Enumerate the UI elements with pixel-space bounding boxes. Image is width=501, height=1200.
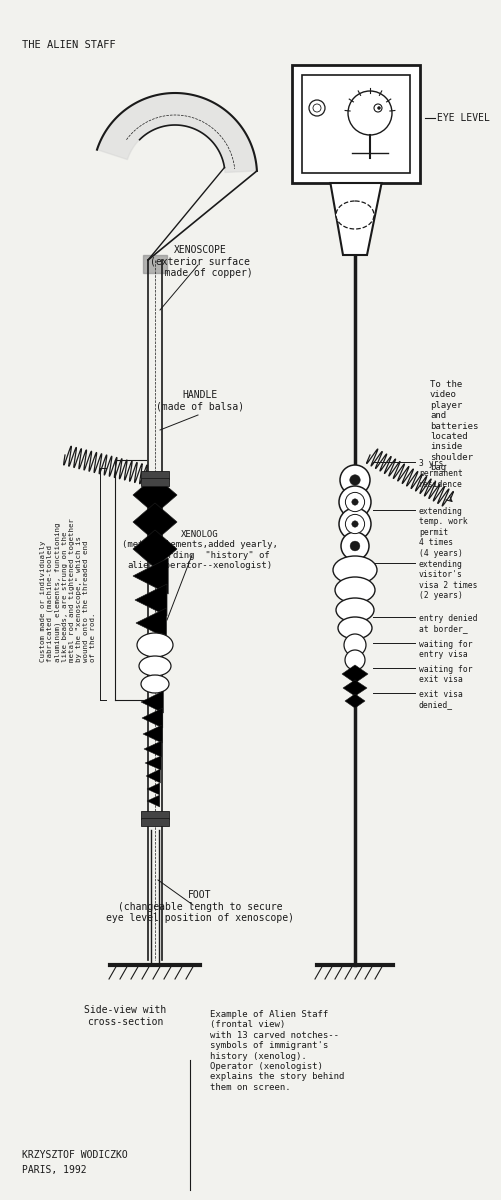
Circle shape (352, 521, 358, 527)
Text: waiting for
exit visa: waiting for exit visa (419, 665, 472, 684)
Polygon shape (133, 558, 168, 594)
Text: extending
visitor's
visa 2 times
(2 years): extending visitor's visa 2 times (2 year… (419, 560, 477, 600)
Circle shape (350, 541, 360, 551)
Polygon shape (143, 725, 162, 743)
Text: EYE LEVEL: EYE LEVEL (437, 113, 490, 122)
Circle shape (345, 650, 365, 670)
Text: PARIS, 1992: PARIS, 1992 (22, 1165, 87, 1175)
Bar (292, 65, 420, 182)
Ellipse shape (335, 577, 375, 602)
Circle shape (339, 486, 371, 518)
Polygon shape (147, 782, 160, 794)
Bar (141, 818, 169, 826)
Ellipse shape (141, 674, 169, 692)
Text: entry denied
at border_: entry denied at border_ (419, 614, 477, 634)
Ellipse shape (336, 598, 374, 622)
Ellipse shape (139, 656, 171, 676)
Text: To the
video
player
and
batteries
located
inside
shoulder
bag: To the video player and batteries locate… (430, 380, 478, 472)
Polygon shape (133, 503, 177, 541)
Polygon shape (146, 769, 160, 782)
Circle shape (352, 499, 358, 505)
Text: FOOT
(changeable length to secure
eye level position of xenoscope): FOOT (changeable length to secure eye le… (106, 890, 294, 923)
Polygon shape (136, 608, 166, 638)
Text: waiting for
entry visa: waiting for entry visa (419, 640, 472, 659)
Ellipse shape (338, 617, 372, 638)
Circle shape (350, 475, 360, 485)
Text: HANDLE
(made of balsa): HANDLE (made of balsa) (156, 390, 244, 412)
Circle shape (340, 464, 370, 494)
Circle shape (339, 508, 371, 540)
Bar (302, 74, 410, 173)
Text: XENOSCOPE
(exterior surface
   made of copper): XENOSCOPE (exterior surface made of copp… (147, 245, 253, 278)
Polygon shape (143, 254, 167, 272)
Text: extending
temp. work
permit
4 times
(4 years): extending temp. work permit 4 times (4 y… (419, 506, 468, 558)
Polygon shape (343, 680, 367, 696)
Polygon shape (147, 794, 160, 806)
Polygon shape (135, 584, 167, 616)
Polygon shape (142, 708, 163, 728)
Polygon shape (145, 756, 161, 770)
Text: 3 yrs.
permanent
residence: 3 yrs. permanent residence (419, 458, 463, 488)
Ellipse shape (137, 634, 173, 658)
Polygon shape (330, 182, 382, 254)
Polygon shape (133, 476, 177, 514)
Circle shape (374, 104, 382, 112)
Text: exit visa
denied_: exit visa denied_ (419, 690, 463, 709)
Circle shape (377, 107, 380, 109)
Circle shape (345, 515, 365, 534)
Text: Custom made or individually
fabricated (machine-tooled
aluminum) elements, funct: Custom made or individually fabricated (… (40, 518, 96, 662)
Polygon shape (144, 740, 162, 757)
Bar (141, 478, 169, 486)
Text: Side-view with
cross-section: Side-view with cross-section (84, 1006, 166, 1026)
Ellipse shape (333, 556, 377, 584)
Circle shape (344, 634, 366, 656)
Circle shape (309, 100, 325, 116)
Circle shape (348, 91, 392, 134)
Text: Example of Alien Staff
(frontal view)
with 13 carved notches--
symbols of immigr: Example of Alien Staff (frontal view) wi… (210, 1010, 344, 1092)
Polygon shape (342, 665, 368, 683)
Circle shape (313, 104, 321, 112)
Circle shape (341, 532, 369, 560)
Polygon shape (133, 530, 177, 568)
Text: THE ALIEN STAFF: THE ALIEN STAFF (22, 40, 116, 50)
Polygon shape (141, 691, 163, 713)
Circle shape (345, 492, 365, 511)
Polygon shape (345, 694, 365, 708)
Ellipse shape (336, 200, 374, 229)
Polygon shape (97, 94, 257, 173)
Bar (141, 470, 169, 479)
Bar (141, 811, 169, 818)
Text: XENOLOG
(metal elements,added yearly,
   recording  "history" of
alien-operator-: XENOLOG (metal elements,added yearly, re… (122, 530, 278, 570)
Text: KRZYSZTOF WODICZKO: KRZYSZTOF WODICZKO (22, 1150, 128, 1160)
